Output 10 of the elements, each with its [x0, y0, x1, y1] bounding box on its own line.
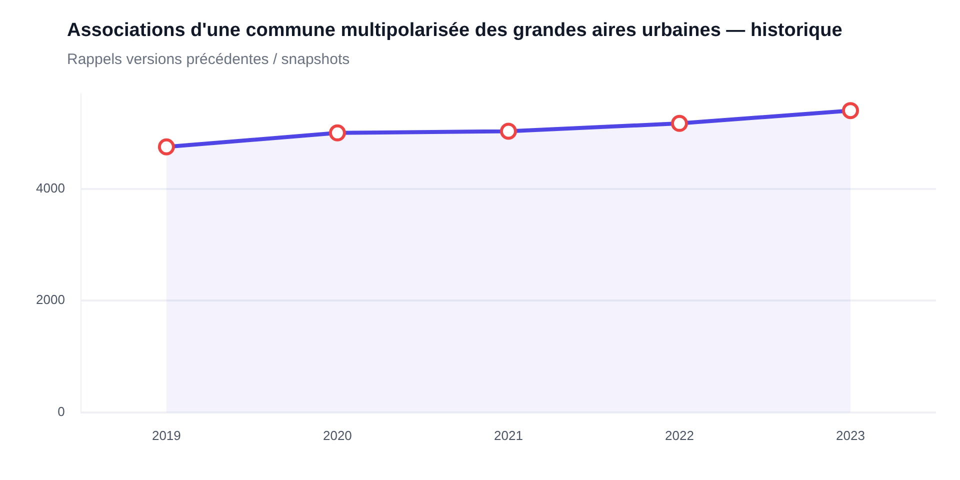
chart-subtitle: Rappels versions précédentes / snapshots [67, 51, 350, 68]
x-tick-label: 2022 [665, 428, 694, 443]
chart-title: Associations d'une commune multipolarisée des grandes aires urbaines — historique [67, 20, 842, 42]
x-tick-label: 2021 [494, 428, 523, 443]
x-tick-label: 2023 [836, 428, 865, 443]
y-tick-label: 2000 [36, 292, 65, 308]
y-tick-label: 0 [58, 404, 65, 419]
x-tick-label: 2020 [322, 428, 352, 443]
y-tick-label: 4000 [36, 180, 65, 196]
x-tick-label: 2019 [152, 428, 181, 443]
